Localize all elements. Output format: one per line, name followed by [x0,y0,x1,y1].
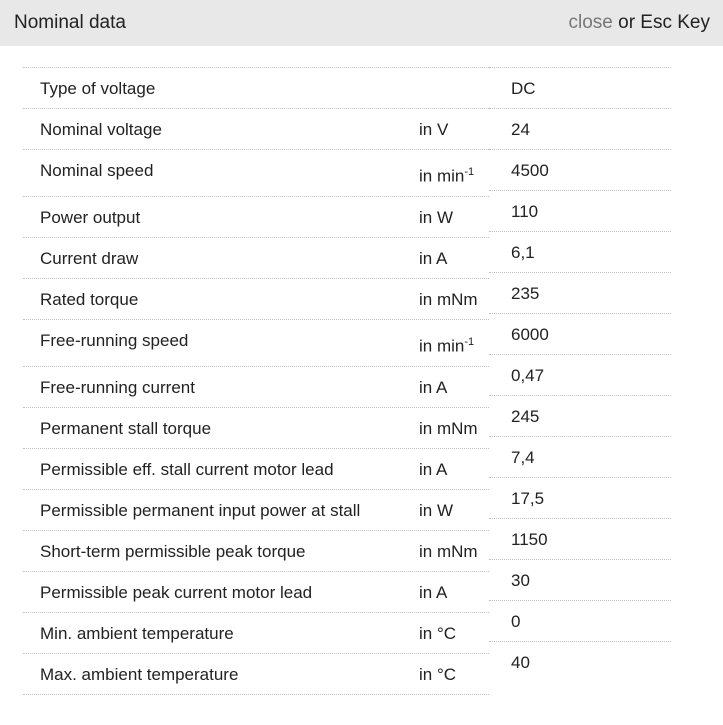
row-label: Max. ambient temperature [40,665,239,684]
row-label: Power output [40,208,141,227]
row-unit: in W [419,208,453,228]
table-row: Nominal speed in min-1 [23,150,489,197]
row-value: 6000 [511,325,549,344]
value-cell: DC [489,68,671,109]
unit-text: in A [419,460,448,479]
table-row: Power output in W [23,197,489,238]
unit-text: in A [419,249,448,268]
unit-text: in min [419,166,465,186]
row-label: Nominal speed [40,161,154,180]
row-value: 1150 [511,530,548,549]
unit-text: in mNm [419,419,478,438]
value-cell: 40 [489,642,671,682]
dialog-header: Nominal data close or Esc Key [0,0,723,46]
value-cell: 0 [489,601,671,642]
unit-exponent: -1 [464,336,475,348]
table-row: Short-term permissible peak torque in mNm [23,531,489,572]
table-row: Nominal voltage in V [23,109,489,150]
value-cell: 6000 [489,314,671,355]
row-label: Current draw [40,249,139,268]
row-label: Nominal voltage [40,120,162,139]
row-value: 24 [511,120,530,139]
row-unit: in A [419,249,447,269]
row-unit: in A [419,583,447,603]
row-unit: in min-1 [419,166,474,187]
row-value: 245 [511,407,540,426]
table-row: Permanent stall torque in mNm [23,408,489,449]
table-row: Permissible permanent input power at sta… [23,490,489,531]
unit-text: in V [419,120,449,139]
row-label: Permissible permanent input power at sta… [40,501,361,520]
close-suffix: or Esc Key [612,12,710,33]
row-value: 7,4 [511,448,535,467]
row-label: Free-running speed [40,331,189,350]
row-value: 0,47 [511,366,545,385]
row-value: 110 [511,202,539,221]
row-label: Permanent stall torque [40,419,212,438]
unit-text: in W [419,501,453,520]
row-unit: in A [419,460,447,480]
table-row: Permissible peak current motor lead in A [23,572,489,613]
row-unit: in mNm [419,290,478,310]
row-value: 0 [511,612,521,631]
row-unit: in °C [419,665,456,685]
unit-text: in A [419,378,448,397]
table-row: Free-running speed in min-1 [23,320,489,367]
value-cell: 17,5 [489,478,671,519]
value-cell: 24 [489,109,671,150]
close-hint: close or Esc Key [568,12,710,34]
row-value: 40 [511,653,530,672]
unit-text: in A [419,583,448,602]
close-link[interactable]: close [568,12,613,33]
value-cell: 1150 [489,519,671,560]
row-label: Short-term permissible peak torque [40,542,306,561]
value-cell: 7,4 [489,437,671,478]
table-row: Type of voltage [23,68,489,109]
row-unit: in mNm [419,542,478,562]
row-label: Permissible eff. stall current motor lea… [40,460,334,479]
dialog-title: Nominal data [14,12,126,33]
row-label: Type of voltage [40,79,156,98]
value-cell: 245 [489,396,671,437]
row-unit: in °C [419,624,456,644]
row-unit: in A [419,378,447,398]
row-label: Permissible peak current motor lead [40,583,313,602]
row-value: 6,1 [511,243,535,262]
value-cell: 0,47 [489,355,671,396]
table-row: Rated torque in mNm [23,279,489,320]
row-value: 30 [511,571,530,590]
value-cell: 110 [489,191,671,232]
unit-text: in mNm [419,290,478,309]
row-value: 235 [511,284,540,303]
value-cell: 4500 [489,150,671,191]
row-unit: in W [419,501,453,521]
value-cell: 6,1 [489,232,671,273]
table-row: Free-running current in A [23,367,489,408]
row-unit: in mNm [419,419,478,439]
row-value: 4500 [511,161,549,180]
row-label: Rated torque [40,290,139,309]
unit-text: in °C [419,665,457,684]
values-column: DC 24 4500 110 6,1 235 6000 0,47 245 7,4 17,5 1150 3… [489,67,671,682]
row-value: 17,5 [511,489,545,508]
unit-text: in mNm [419,542,478,561]
row-label: Free-running current [40,378,195,397]
row-unit: in min-1 [419,336,474,357]
row-label: Min. ambient temperature [40,624,234,643]
unit-text: in min [419,336,465,356]
value-cell: 235 [489,273,671,314]
labels-column: Type of voltage Nominal voltage in V Nomina… [23,67,489,695]
table-row: Current draw in A [23,238,489,279]
table-row: Min. ambient temperature in °C [23,613,489,654]
value-cell: 30 [489,560,671,601]
row-value: DC [511,79,536,98]
table-row: Max. ambient temperature in °C [23,654,489,695]
unit-text: in W [419,208,453,227]
unit-text: in °C [419,624,457,643]
row-unit: in V [419,120,448,140]
unit-exponent: -1 [464,166,475,178]
table-row: Permissible eff. stall current motor lea… [23,449,489,490]
